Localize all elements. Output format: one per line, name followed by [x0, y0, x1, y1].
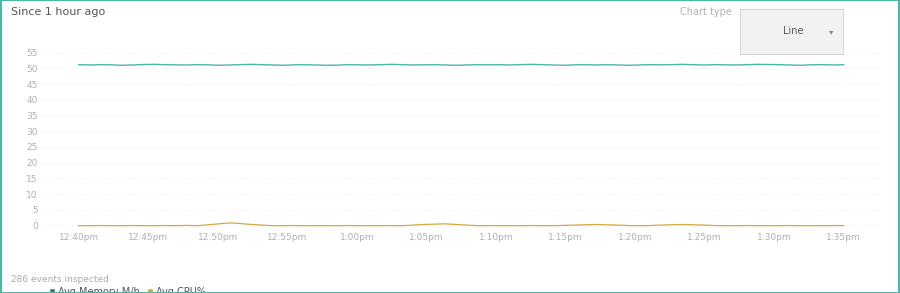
Text: ▾: ▾ [829, 27, 833, 36]
Text: Line: Line [783, 26, 804, 37]
Text: Since 1 hour ago: Since 1 hour ago [11, 7, 105, 17]
Text: Chart type: Chart type [680, 7, 732, 17]
Legend: Avg Memory M/b, Avg CPU%: Avg Memory M/b, Avg CPU% [45, 283, 211, 293]
Text: 286 events inspected: 286 events inspected [11, 275, 109, 284]
